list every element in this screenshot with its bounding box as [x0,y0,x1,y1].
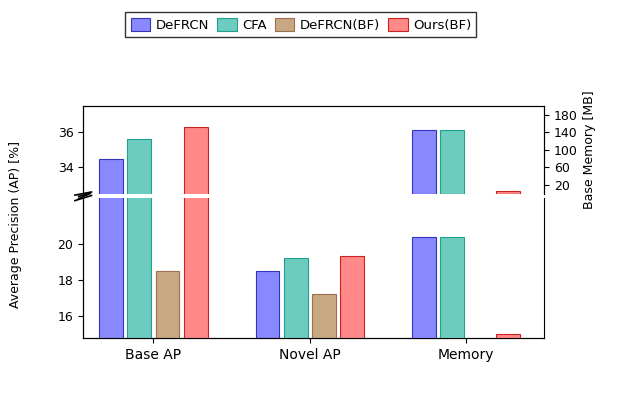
Bar [284,258,308,393]
Bar [184,127,207,393]
Bar [496,334,520,338]
Bar [184,0,207,393]
Legend: DeFRCN, CFA, DeFRCN(BF), Ours(BF): DeFRCN, CFA, DeFRCN(BF), Ours(BF) [125,13,476,37]
Bar [440,130,464,193]
Bar [255,271,280,393]
Bar [340,256,364,393]
Bar [99,0,124,393]
Bar [99,158,124,393]
Y-axis label: Base Memory [MB]: Base Memory [MB] [583,90,596,209]
Bar [440,237,464,338]
Bar [127,0,152,393]
Bar [412,237,436,338]
Bar [127,140,152,393]
Text: Average Precision (AP) [%]: Average Precision (AP) [%] [10,141,22,307]
Bar [312,294,336,393]
Bar [412,130,436,193]
Bar [496,191,520,193]
Bar [156,271,179,393]
